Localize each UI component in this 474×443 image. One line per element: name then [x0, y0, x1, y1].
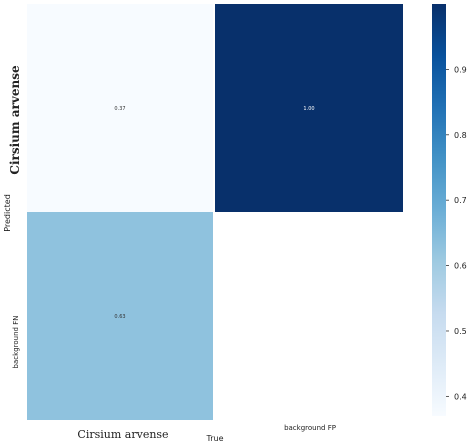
x-tick-label-0: Cirsium arvense	[77, 428, 168, 441]
colorbar-tick-label-3: 0.7	[454, 196, 467, 205]
heatmap-cell-r1-c0	[27, 212, 213, 420]
colorbar-ticks: 0.4 0.5 0.6 0.7 0.8 0.9	[446, 65, 467, 401]
heatmap-cell-r0-c1	[215, 4, 403, 212]
colorbar-tick-label-2: 0.6	[454, 262, 467, 271]
colorbar-tick-label-0: 0.4	[454, 392, 467, 401]
colorbar-tick-label-1: 0.5	[454, 327, 467, 336]
heatmap-cell-r1-c1	[215, 212, 403, 420]
heatmap-cells	[27, 4, 403, 420]
heatmap-cell-r0-c0	[27, 4, 213, 212]
colorbar-tick-label-4: 0.8	[454, 131, 467, 140]
colorbar	[432, 4, 446, 416]
cell-value-label-r0-c0: 0.37	[114, 106, 125, 112]
y-tick-label-0: Cirsium arvense	[8, 65, 22, 175]
heatmap-cell-labels: 0.37 1.00 0.63	[114, 106, 314, 320]
cell-value-label-r1-c0: 0.63	[114, 314, 125, 320]
colorbar-tick-label-5: 0.9	[454, 65, 467, 74]
cell-value-label-r0-c1: 1.00	[303, 106, 314, 112]
x-tick-label-1: background FP	[284, 424, 336, 432]
x-axis-label: True	[206, 434, 224, 443]
y-tick-label-1: background FN	[12, 316, 20, 369]
y-axis-label: Predicted	[3, 194, 12, 232]
